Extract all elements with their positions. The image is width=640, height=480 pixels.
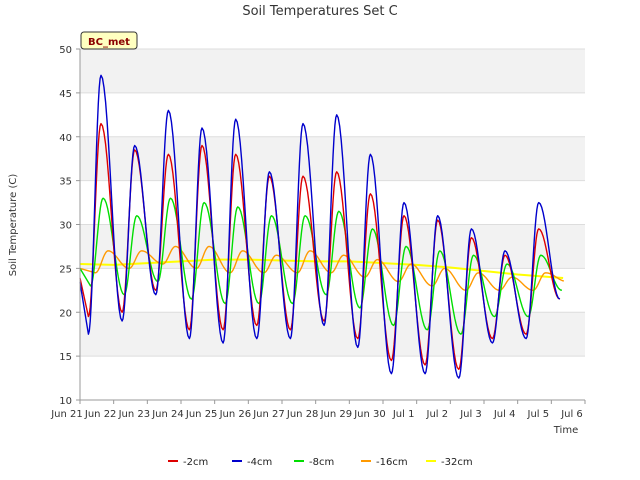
x-tick-label: Jun 29 <box>320 409 353 420</box>
y-tick-label: 30 <box>59 221 72 232</box>
series-line-minus-2cm <box>79 122 561 370</box>
grid-band <box>80 312 585 357</box>
legend-label: -8cm <box>309 457 334 468</box>
y-axis-label: Soil Temperature (C) <box>8 174 19 277</box>
station-badge: BC_met <box>80 31 138 50</box>
legend-label: -2cm <box>183 457 208 468</box>
x-tick-label: Jun 23 <box>118 409 151 420</box>
x-tick-label: Jun 26 <box>219 409 252 420</box>
x-tick-labels: Jun 21 Jun 22 Jun 23 Jun 24 Jun 25 Jun 26 Jun … <box>50 400 586 420</box>
series-layer <box>79 74 565 379</box>
y-tick-label: 50 <box>59 45 72 56</box>
x-tick-label: Jul 3 <box>459 409 482 420</box>
x-tick-label: Jul 6 <box>560 409 583 420</box>
x-tick-label: Jul 1 <box>392 409 415 420</box>
x-tick-label: Jun 21 <box>50 409 83 420</box>
legend-label: -16cm <box>376 457 408 468</box>
x-tick-label: Jun 30 <box>353 409 386 420</box>
y-tick-labels: 10 15 20 25 30 35 40 45 50 <box>59 45 80 407</box>
x-tick-label: Jul 2 <box>426 409 449 420</box>
station-badge-label: BC_met <box>88 37 130 48</box>
y-tick-label: 10 <box>59 396 72 407</box>
x-tick-label: Jul 5 <box>527 409 550 420</box>
legend-label: -4cm <box>247 457 272 468</box>
x-tick-label: Jun 24 <box>151 409 184 420</box>
y-tick-label: 40 <box>59 133 72 144</box>
y-tick-label: 20 <box>59 308 72 319</box>
x-axis-label: Time <box>553 425 578 436</box>
chart-title: Soil Temperatures Set C <box>242 4 397 19</box>
x-tick-label: Jun 28 <box>286 409 319 420</box>
x-tick-label: Jun 25 <box>185 409 218 420</box>
y-tick-label: 45 <box>59 89 72 100</box>
legend-label: -32cm <box>441 457 473 468</box>
x-tick-label: Jun 27 <box>252 409 285 420</box>
x-tick-label: Jul 4 <box>493 409 516 420</box>
x-tick-label: Jun 22 <box>84 409 117 420</box>
y-tick-label: 15 <box>59 352 72 363</box>
station-badge-box <box>80 31 138 50</box>
grid-band <box>80 49 585 93</box>
y-tick-label: 35 <box>59 177 72 188</box>
legend: -2cm -4cm -8cm -16cm -32cm <box>168 457 473 468</box>
series-line-minus-4cm <box>79 74 561 379</box>
y-tick-label: 25 <box>59 264 72 275</box>
